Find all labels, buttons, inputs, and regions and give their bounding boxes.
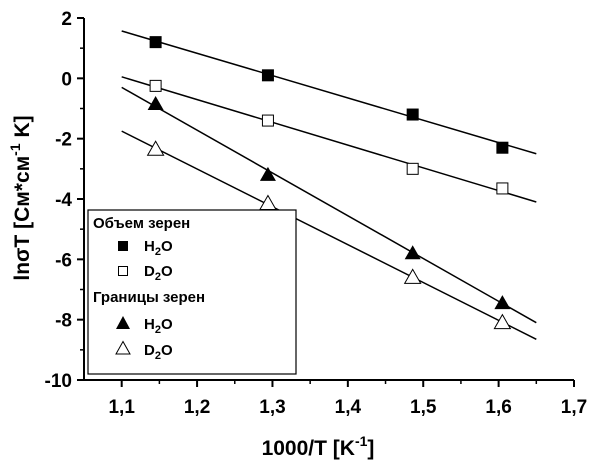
- y-axis-title-sup: -1: [7, 143, 23, 156]
- legend-label-bulk-d2o: D2O: [144, 263, 173, 283]
- y-tick-label: 0: [61, 69, 72, 90]
- fit-line-bulk_h2o: [121, 30, 537, 155]
- x-tick-label: 1,5: [410, 397, 437, 418]
- y-axis-title: lnσT [См*см-1 K]: [7, 115, 34, 280]
- data-point-bulk_h2o: [496, 141, 509, 154]
- fit-line-bulk_d2o: [121, 76, 537, 203]
- data-point-bulk_h2o: [149, 36, 162, 49]
- legend-group-bulk-title: Объем зерен: [93, 215, 190, 232]
- x-axis-title-sup: -1: [355, 433, 368, 449]
- y-tick-label: -6: [55, 250, 72, 271]
- data-markers: [146, 36, 512, 330]
- y-axis-title-tail: K]: [11, 115, 34, 143]
- data-point-bulk_d2o: [496, 182, 509, 195]
- legend-label-bulk-h2o: H2O: [144, 238, 173, 258]
- x-tick-label: 1,4: [335, 397, 362, 418]
- data-point-bulk_d2o: [406, 162, 419, 175]
- y-tick-label: -4: [55, 190, 72, 211]
- legend-marker-gb-h2o: [116, 316, 130, 329]
- data-point-gb_d2o: [493, 313, 512, 330]
- data-point-gb_h2o: [404, 245, 421, 260]
- legend-marker-bulk-d2o: [118, 266, 128, 276]
- data-point-bulk_h2o: [261, 69, 274, 82]
- x-tick-label: 1,3: [259, 397, 285, 418]
- legend-label-gb-h2o: H2O: [144, 316, 173, 336]
- legend-marker-gb-d2o: [115, 340, 131, 355]
- data-point-bulk_d2o: [261, 114, 274, 127]
- x-axis-title-close: ]: [367, 437, 374, 460]
- data-point-bulk_h2o: [406, 108, 419, 121]
- y-tick-label: 2: [61, 9, 72, 30]
- fit-line-gb_h2o: [121, 86, 537, 324]
- x-axis-title: 1000/T [K-1]: [262, 433, 375, 460]
- data-point-bulk_d2o: [149, 79, 162, 92]
- data-point-gb_d2o: [403, 268, 422, 284]
- y-tick-label: -8: [55, 311, 72, 332]
- y-axis-title-main: lnσT [См*см: [11, 156, 34, 281]
- y-tick-label: -2: [55, 130, 72, 151]
- x-tick-label: 1,7: [561, 397, 587, 418]
- x-tick-label: 1,2: [184, 397, 210, 418]
- x-tick-label: 1,1: [108, 397, 135, 418]
- legend-marker-bulk-h2o: [118, 241, 128, 251]
- y-tick-label: -10: [45, 371, 72, 392]
- legend-group-boundary-title: Границы зерен: [93, 289, 205, 306]
- data-point-gb_h2o: [259, 166, 276, 181]
- legend: Объем зерен H2O D2O Границы зерен H2O D2…: [87, 209, 297, 375]
- fit-line-gb_d2o: [121, 130, 537, 340]
- x-tick-label: 1,6: [485, 397, 511, 418]
- legend-label-gb-d2o: D2O: [144, 342, 173, 362]
- x-axis-title-base: 1000/T [K: [262, 437, 355, 460]
- data-point-gb_h2o: [147, 95, 164, 110]
- fit-lines: [121, 30, 537, 340]
- ticks: 1,1 1,2 1,3 1,4 1,5 1,6 1,7 -10 -8 -6 -4 -2 0 2: [45, 9, 588, 418]
- data-point-gb_d2o: [146, 140, 165, 156]
- data-point-gb_h2o: [494, 295, 511, 310]
